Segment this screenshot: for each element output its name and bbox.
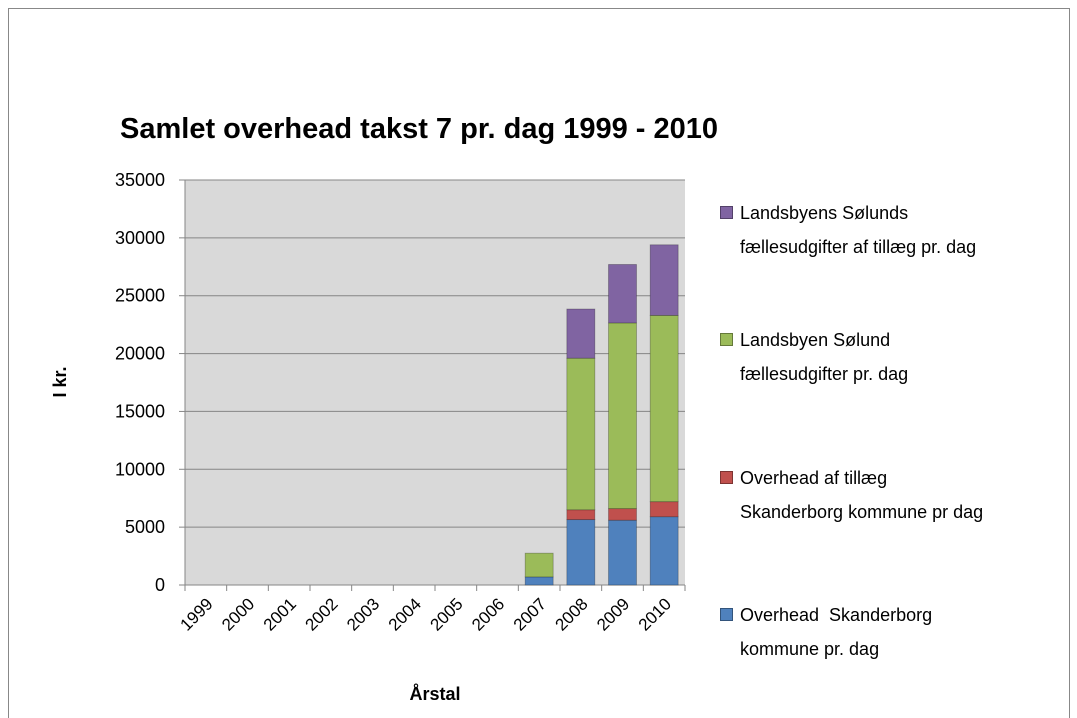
legend-entry: Landsbyens Sølunds fællesudgifter af til… [718,196,1008,264]
legend-entry: Overhead af tillæg Skanderborg kommune p… [718,461,1008,529]
bar-segment [566,357,596,511]
legend-label: Overhead Skanderborg kommune pr. dag [740,605,938,659]
x-tick-label: 2010 [635,594,675,634]
legend-swatch [720,608,733,621]
legend-label: Landsbyens Sølunds fællesudgifter af til… [740,203,977,257]
x-tick-label: 2002 [301,594,341,634]
x-tick-label: 2006 [468,594,508,634]
legend-swatch [720,333,733,346]
bar-segment [566,519,596,586]
legend-entry: Landsbyen Sølund fællesudgifter pr. dag [718,323,1008,391]
x-tick-label: 2009 [593,594,633,634]
bar-segment [649,501,679,518]
x-tick-label: 1999 [176,594,216,634]
x-tick-label: 2004 [385,594,425,634]
bar-segment [566,308,596,359]
y-tick-label: 30000 [115,228,165,248]
y-tick-label: 10000 [115,459,165,479]
bar-segment [608,264,637,324]
bar-segment [608,519,637,586]
y-tick-label: 15000 [115,401,165,421]
bar-segment [649,516,679,586]
x-tick-label: 2001 [260,594,300,634]
y-tick-label: 5000 [125,517,165,537]
x-tick-label: 2007 [510,594,550,634]
legend-label: Overhead af tillæg Skanderborg kommune p… [740,468,984,522]
y-tick-label: 20000 [115,344,165,364]
legend-swatch [720,206,733,219]
bar-segment [566,509,596,521]
y-tick-label: 35000 [115,170,165,190]
x-tick-label: 2008 [551,594,591,634]
legend-label: Landsbyen Sølund fællesudgifter pr. dag [740,330,909,384]
bar-segment [649,244,679,316]
chart-title: Samlet overhead takst 7 pr. dag 1999 - 2… [120,113,718,145]
x-tick-label: 2003 [343,594,383,634]
bar-segment [649,314,679,503]
x-axis-title: Årstal [409,684,460,704]
bar-segment [608,322,637,510]
bar-segment [524,576,554,586]
plot-area [185,180,685,585]
y-axis-title: I kr. [50,366,70,397]
chart-border [8,8,1070,718]
bar-segment [608,508,637,521]
x-tick-label: 2005 [426,594,466,634]
legend-swatch [720,471,733,484]
y-tick-label: 0 [155,575,165,595]
legend-entry: Overhead Skanderborg kommune pr. dag [718,598,1008,666]
x-tick-label: 2000 [218,594,258,634]
bar-segment [524,552,554,578]
y-tick-label: 25000 [115,286,165,306]
